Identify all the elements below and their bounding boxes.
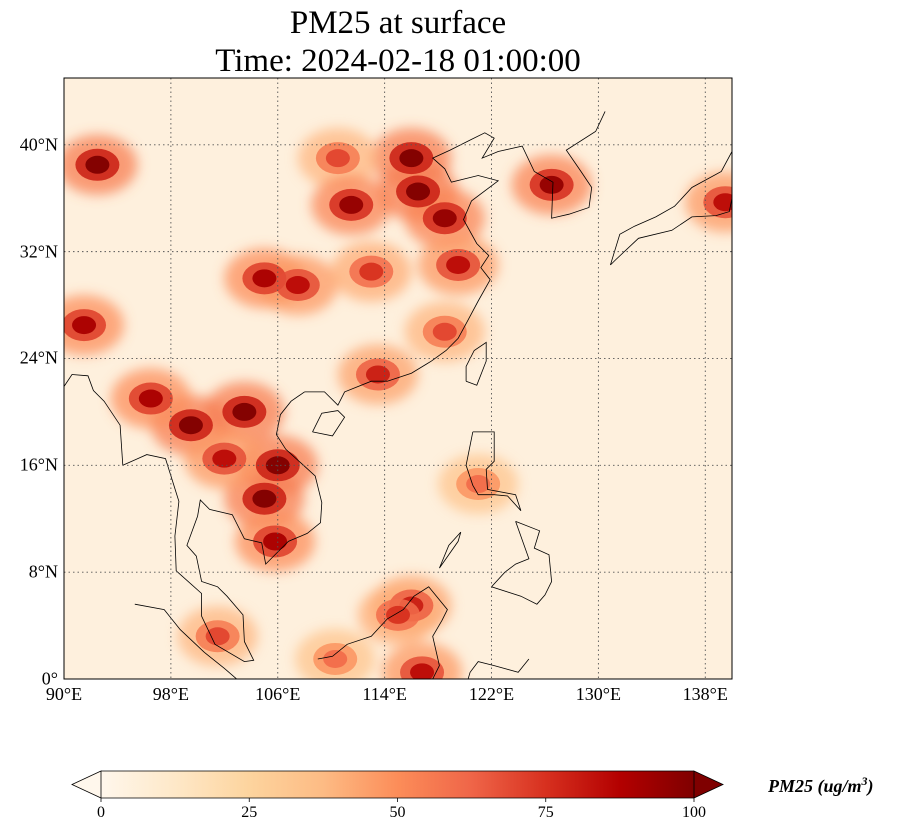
pm25-hotspot-layer [64, 142, 732, 679]
hotspot-tarim-basin [75, 148, 120, 181]
hotspot-yangtze-delta [436, 248, 481, 281]
colorbar-min-extension [71, 770, 102, 799]
coastline-segment [134, 603, 238, 679]
hotspot-central-thailand [202, 442, 247, 475]
hotspot-sichuan-basin [242, 262, 287, 295]
hotspot-fujian-coast [422, 315, 467, 348]
map-area [64, 78, 732, 679]
hotspot-northern-laos [222, 395, 267, 428]
colorbar-max-extension [693, 770, 724, 799]
hotspot-myanmar [128, 382, 173, 415]
colorbar-tick-label: 100 [682, 804, 706, 821]
hotspot-central-china [349, 255, 394, 288]
hotspot-shanxi [329, 188, 374, 221]
hotspot-kuching [313, 642, 358, 675]
coastline-layer [64, 111, 732, 679]
lat-tick-label: 32°N [19, 241, 58, 262]
hotspot-manila [456, 468, 501, 501]
coastline-segment [465, 341, 487, 386]
hotspot-japan-kanto [703, 186, 732, 219]
colorbar [71, 770, 724, 802]
hotspot-northern-thailand [168, 409, 213, 442]
lat-tick-label: 8°N [28, 561, 58, 582]
lon-tick-label: 130°E [575, 684, 621, 704]
coastline-segment [467, 658, 530, 679]
coastline-segment [317, 586, 448, 679]
hotspot-shandong-hebei [422, 202, 467, 235]
colorbar-label: PM25 (ug/m3) [768, 774, 874, 796]
lon-tick-label: 114°E [362, 684, 407, 704]
coastline-segment [312, 410, 346, 437]
hotspot-inner-mongolia-plume [315, 142, 360, 175]
hotspot-cambodia [242, 482, 287, 515]
hotspot-bangladesh-ne-india [64, 309, 107, 342]
lat-tick-label: 24°N [19, 347, 58, 368]
coastline-segment [304, 111, 606, 406]
lon-tick-label: 106°E [255, 684, 301, 704]
lat-tick-label: 16°N [19, 454, 58, 475]
lon-tick-label: 138°E [682, 684, 728, 704]
map-subtitle-time: Time: 2024-02-18 01:00:00 [215, 43, 581, 79]
hotspot-north-china-plain [396, 175, 441, 208]
colorbar-gradient [101, 771, 694, 798]
hotspot-beijing-region [389, 142, 434, 175]
coastline-segment [465, 431, 522, 511]
lon-tick-label: 90°E [45, 684, 83, 704]
lon-tick-label: 98°E [152, 684, 189, 704]
colorbar-tick-label: 50 [389, 804, 406, 821]
coastline-segment [439, 531, 462, 569]
hotspot-malaysia-west-coast [195, 620, 240, 653]
map-title: PM25 at surface [289, 5, 507, 41]
coastline-segment [64, 374, 323, 663]
lat-tick-label: 40°N [19, 134, 58, 155]
gridlines [64, 78, 732, 679]
lon-tick-label: 122°E [468, 684, 515, 704]
coastline-segment [490, 521, 553, 605]
colorbar-tick-label: 75 [537, 804, 554, 821]
hotspot-brunei-sarawak [376, 598, 420, 631]
hotspot-korea [529, 168, 574, 201]
hotspot-pearl-river-delta [355, 358, 400, 391]
lat-tick-label: 0° [41, 668, 58, 689]
hotspot-chongqing [275, 269, 320, 302]
coastline-segment [610, 151, 732, 266]
map-frame [63, 77, 733, 680]
colorbar-tick-label: 0 [97, 804, 105, 821]
hotspot-mekong-delta [253, 525, 298, 558]
colorbar-tick-label: 25 [241, 804, 258, 821]
hotspot-borneo-north [400, 656, 445, 679]
